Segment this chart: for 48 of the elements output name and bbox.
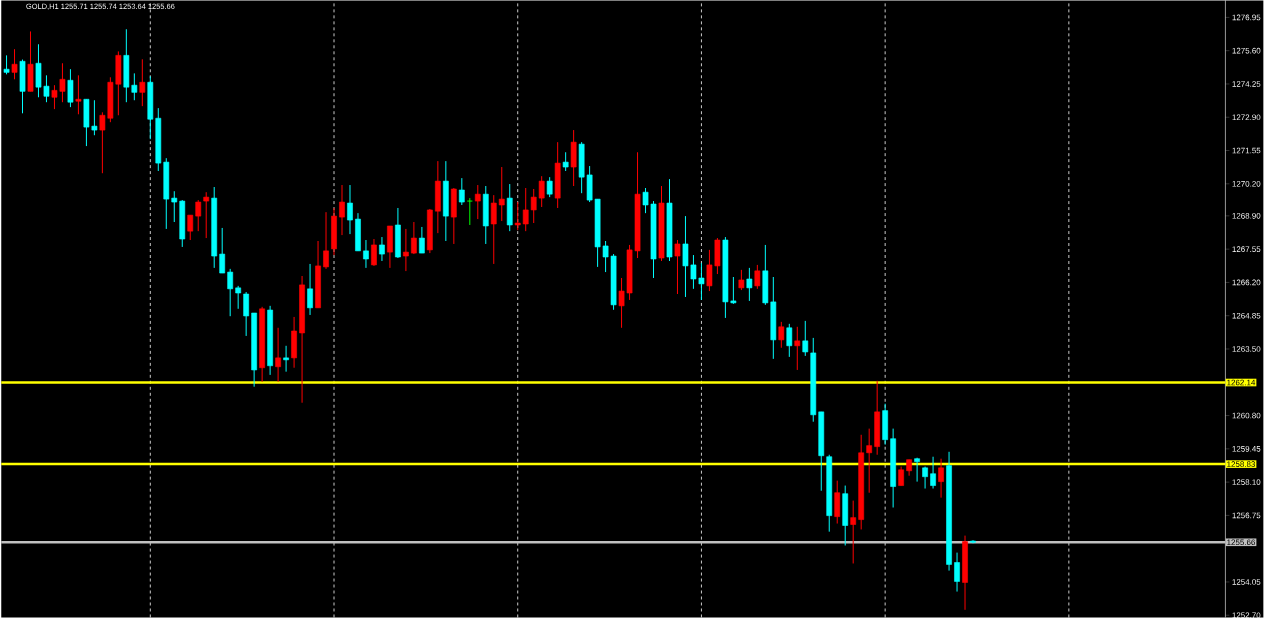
candlestick [187, 214, 194, 241]
candlestick [786, 323, 793, 358]
candlestick [778, 321, 785, 349]
candlestick [11, 48, 18, 80]
candlestick [898, 465, 904, 486]
candlestick [419, 226, 425, 254]
candlestick [498, 166, 505, 222]
candlestick [746, 267, 753, 302]
candlestick [490, 194, 497, 265]
candlestick [458, 177, 465, 206]
candlestick [227, 268, 234, 317]
candlestick [411, 221, 417, 255]
candlestick [203, 191, 210, 239]
candlestick [562, 151, 569, 172]
candlestick [466, 197, 473, 226]
candlestick [283, 345, 289, 372]
candlestick [938, 458, 944, 498]
candlestick [802, 320, 809, 357]
candlestick [347, 184, 353, 235]
candlestick [834, 479, 841, 524]
candlestick [67, 68, 74, 108]
candlestick [363, 239, 369, 269]
candlestick [954, 551, 960, 592]
candlestick [3, 54, 10, 75]
candlestick [794, 326, 801, 371]
candlestick [275, 327, 281, 383]
candlestick [139, 58, 146, 107]
candlestick [850, 499, 857, 564]
candlestick [674, 239, 681, 295]
candlestick [514, 201, 521, 231]
candlestick [379, 236, 385, 262]
candlestick [75, 74, 82, 115]
candlestick [754, 264, 761, 290]
candlestick [219, 227, 226, 274]
candlestick [243, 291, 250, 337]
candlestick [171, 190, 178, 223]
candlestick [307, 263, 313, 316]
candlestick [930, 456, 936, 489]
candlestick [866, 427, 873, 494]
candlestick [323, 211, 329, 270]
candlestick [339, 184, 345, 236]
candlestick [371, 238, 377, 267]
candlestick [474, 184, 481, 220]
candlestick [738, 269, 745, 291]
candlestick [403, 228, 409, 272]
candlestick [235, 285, 242, 310]
candlestick [546, 176, 553, 198]
candlestick [195, 199, 202, 232]
